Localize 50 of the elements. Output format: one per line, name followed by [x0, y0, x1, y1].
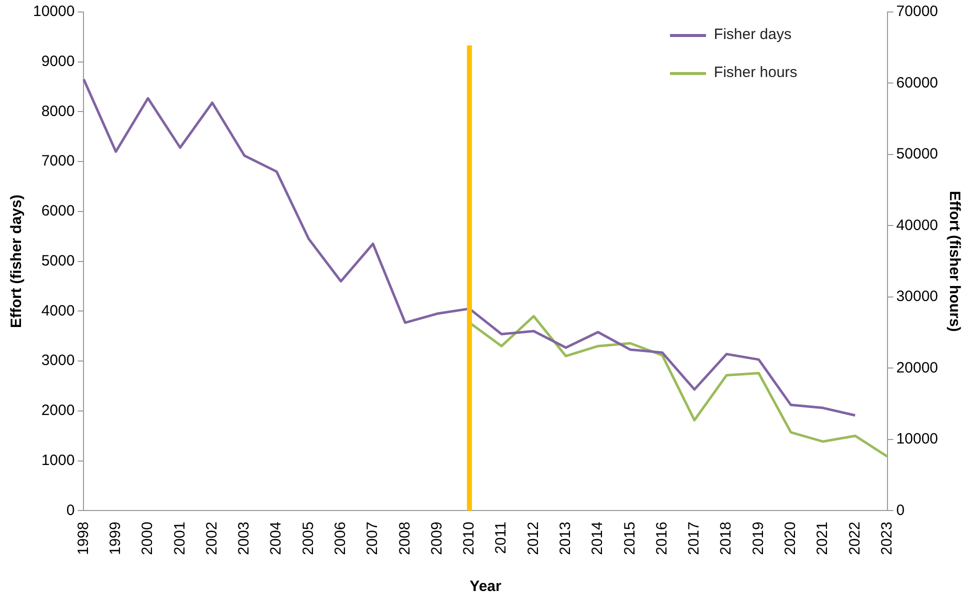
x-tick-label: 2000	[139, 522, 156, 556]
x-tick-label: 2019	[750, 522, 767, 556]
y-tick-label: 0	[66, 502, 75, 519]
y2-tick-label: 70000	[896, 3, 938, 20]
x-tick-label: 2001	[171, 522, 188, 556]
x-tick-label: 2011	[492, 522, 510, 554]
y-axis-title: Effort (fisher days)	[8, 194, 26, 328]
x-tick-label: 2015	[621, 522, 638, 556]
legend-label: Fisher days	[714, 25, 792, 45]
x-tick-label: 2006	[332, 522, 349, 556]
y-tick-label: 10000	[32, 3, 75, 20]
x-tick-label: 2003	[236, 522, 253, 556]
x-axis-title: Year	[470, 578, 502, 596]
y-tick-label: 2000	[41, 402, 75, 420]
x-tick-label: 2021	[814, 522, 832, 556]
y-tick-label: 4000	[41, 302, 75, 320]
x-tick-label: 2014	[589, 522, 606, 556]
y2-tick-label: 20000	[896, 359, 938, 376]
y-tick-label: 3000	[41, 352, 75, 370]
y-tick-label: 7000	[41, 152, 75, 170]
y2-tick-label: 0	[896, 502, 905, 519]
y2-tick-label: 40000	[896, 216, 938, 234]
x-tick-label: 2009	[428, 522, 446, 556]
x-tick-label: 2005	[300, 522, 317, 556]
x-tick-label: 2012	[524, 522, 542, 556]
y-tick-label: 9000	[41, 53, 75, 70]
y2-tick-label: 10000	[896, 430, 938, 448]
x-tick-label: 2010	[460, 522, 478, 556]
legend-label: Fisher hours	[714, 63, 798, 83]
x-tick-label: 2004	[268, 522, 285, 556]
x-tick-label: 2018	[718, 522, 735, 556]
y-tick-label: 6000	[41, 202, 75, 220]
y2-tick-label: 30000	[896, 288, 938, 306]
y2-tick-label: 60000	[896, 74, 938, 92]
x-tick-label: 2002	[203, 522, 220, 556]
x-tick-label: 2007	[364, 522, 382, 556]
x-tick-label: 2023	[878, 522, 896, 556]
x-tick-label: 2013	[557, 522, 574, 556]
y-tick-label: 5000	[41, 252, 75, 270]
y2-tick-label: 50000	[896, 146, 938, 163]
x-tick-label: 1999	[106, 522, 124, 556]
x-tick-label: 1998	[74, 522, 92, 556]
y-tick-label: 1000	[41, 452, 75, 469]
x-tick-label: 2008	[396, 522, 414, 556]
x-tick-label: 2017	[686, 522, 703, 556]
x-tick-label: 2020	[782, 522, 799, 556]
y2-axis-title: Effort (fisher hours)	[946, 190, 963, 332]
x-tick-label: 2022	[846, 522, 864, 556]
y-tick-label: 8000	[41, 102, 75, 120]
x-tick-label: 2016	[653, 522, 670, 556]
